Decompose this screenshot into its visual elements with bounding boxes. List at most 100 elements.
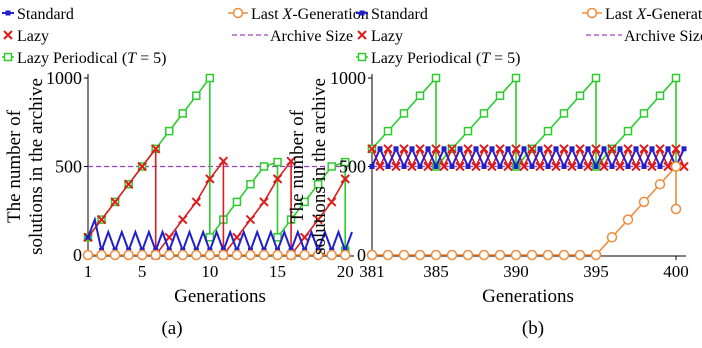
lazy-marker <box>487 161 497 172</box>
last-x-marker <box>462 249 474 261</box>
lazy-marker <box>447 144 457 154</box>
lazy-marker <box>655 144 665 154</box>
last-x-marker <box>526 249 538 261</box>
standard-marker <box>505 146 511 152</box>
periodical-marker <box>273 233 282 242</box>
standard-marker <box>489 146 495 152</box>
lazy-marker <box>671 144 681 154</box>
lazy-marker <box>391 161 401 172</box>
last-x-marker <box>245 249 256 261</box>
periodical-marker <box>431 73 441 83</box>
lazy-marker <box>583 161 593 172</box>
lazy-marker <box>96 214 107 225</box>
y-tick-label: 500 <box>339 157 366 177</box>
lazy-marker <box>137 161 147 172</box>
caption-b: (b) <box>522 318 544 339</box>
last-x-marker <box>638 196 650 208</box>
legend-last-x-suffix: -Generation <box>646 6 702 23</box>
periodical-marker <box>399 109 409 118</box>
lazy-marker <box>232 232 242 243</box>
y-tick-label: 0 <box>357 245 366 265</box>
last-x-marker <box>82 249 94 261</box>
standard-marker <box>417 164 423 169</box>
lazy-marker <box>575 144 585 154</box>
legend-standard-label: Standard <box>371 6 428 23</box>
lazy-marker <box>357 30 367 40</box>
periodical-marker <box>623 126 633 136</box>
lazy-marker <box>299 232 310 243</box>
standard-marker <box>441 146 447 152</box>
last-x-marker <box>414 249 426 261</box>
last-x-marker <box>150 249 161 261</box>
y-axis-label-line: solutions in the archive <box>309 78 330 255</box>
lazy-marker <box>567 161 577 172</box>
y-axis-label: The number ofsolutions in the archive <box>287 78 330 255</box>
lazy-marker <box>164 232 174 243</box>
lazy-marker <box>511 144 521 154</box>
last-x-marker <box>136 249 148 261</box>
y-axis-label-line: solutions in the archive <box>26 78 47 255</box>
legend-lazy-label: Lazy <box>371 28 403 45</box>
periodical-marker <box>164 126 174 136</box>
periodical-marker <box>559 109 569 118</box>
standard-marker <box>425 146 431 152</box>
standard-series <box>369 146 687 169</box>
last-x-marker <box>123 249 134 261</box>
periodical-marker <box>340 157 350 167</box>
last-x-marker <box>382 249 394 261</box>
last-x-marker <box>109 249 121 261</box>
lazy-marker <box>495 144 505 154</box>
standard-marker <box>377 146 383 152</box>
lazy-marker <box>313 214 323 225</box>
lazy-marker <box>326 197 337 207</box>
lazy-marker <box>623 144 633 154</box>
standard-line <box>87 216 353 255</box>
last-x-marker <box>590 249 602 261</box>
x-tick-label: 15 <box>269 262 286 281</box>
last-x-marker <box>258 249 270 261</box>
lazy-marker <box>218 156 229 166</box>
last-x-marker <box>478 249 490 261</box>
periodical-marker <box>655 91 665 100</box>
legend-archive-label: Archive Size <box>270 28 353 45</box>
last-x-marker <box>446 249 458 261</box>
standard-marker <box>465 164 471 169</box>
lazy-marker <box>431 144 441 154</box>
x-tick-label: 381 <box>359 262 385 281</box>
y-tick-label: 1000 <box>330 68 366 88</box>
last-x-marker <box>558 249 570 261</box>
lazy-marker <box>471 161 481 172</box>
lazy-marker <box>559 144 569 154</box>
lazy-marker <box>150 144 161 154</box>
periodical-marker <box>178 109 188 118</box>
periodical-marker <box>205 73 215 83</box>
legend-periodical-prefix: Lazy Periodical ( <box>17 50 127 67</box>
standard-marker <box>553 146 559 152</box>
lazy-marker <box>615 161 625 172</box>
lazy-marker <box>415 144 425 154</box>
periodical-marker <box>639 109 649 118</box>
standard-marker <box>457 146 463 152</box>
lazy-marker <box>527 144 537 154</box>
lazy-marker <box>663 161 673 172</box>
standard-marker <box>633 146 639 152</box>
lazy-marker <box>286 156 296 166</box>
last_x-series <box>366 161 682 261</box>
last-x-marker <box>654 178 666 190</box>
periodical-marker <box>300 197 309 207</box>
last-x-marker <box>96 249 107 261</box>
legend-periodical-var: T <box>481 50 491 67</box>
lazy-marker <box>591 144 601 154</box>
last-x-marker <box>622 214 634 225</box>
lazy-marker <box>383 144 393 154</box>
lazy-marker <box>272 174 283 184</box>
lazy-marker <box>423 161 433 172</box>
y-tick-label: 500 <box>55 157 82 177</box>
standard-marker <box>449 164 455 169</box>
lazy-marker <box>178 214 188 225</box>
last-x-marker <box>586 7 598 19</box>
lazy-marker <box>407 161 417 172</box>
standard-marker <box>481 164 487 169</box>
lazy-marker <box>259 197 269 207</box>
last-x-marker <box>312 249 324 261</box>
